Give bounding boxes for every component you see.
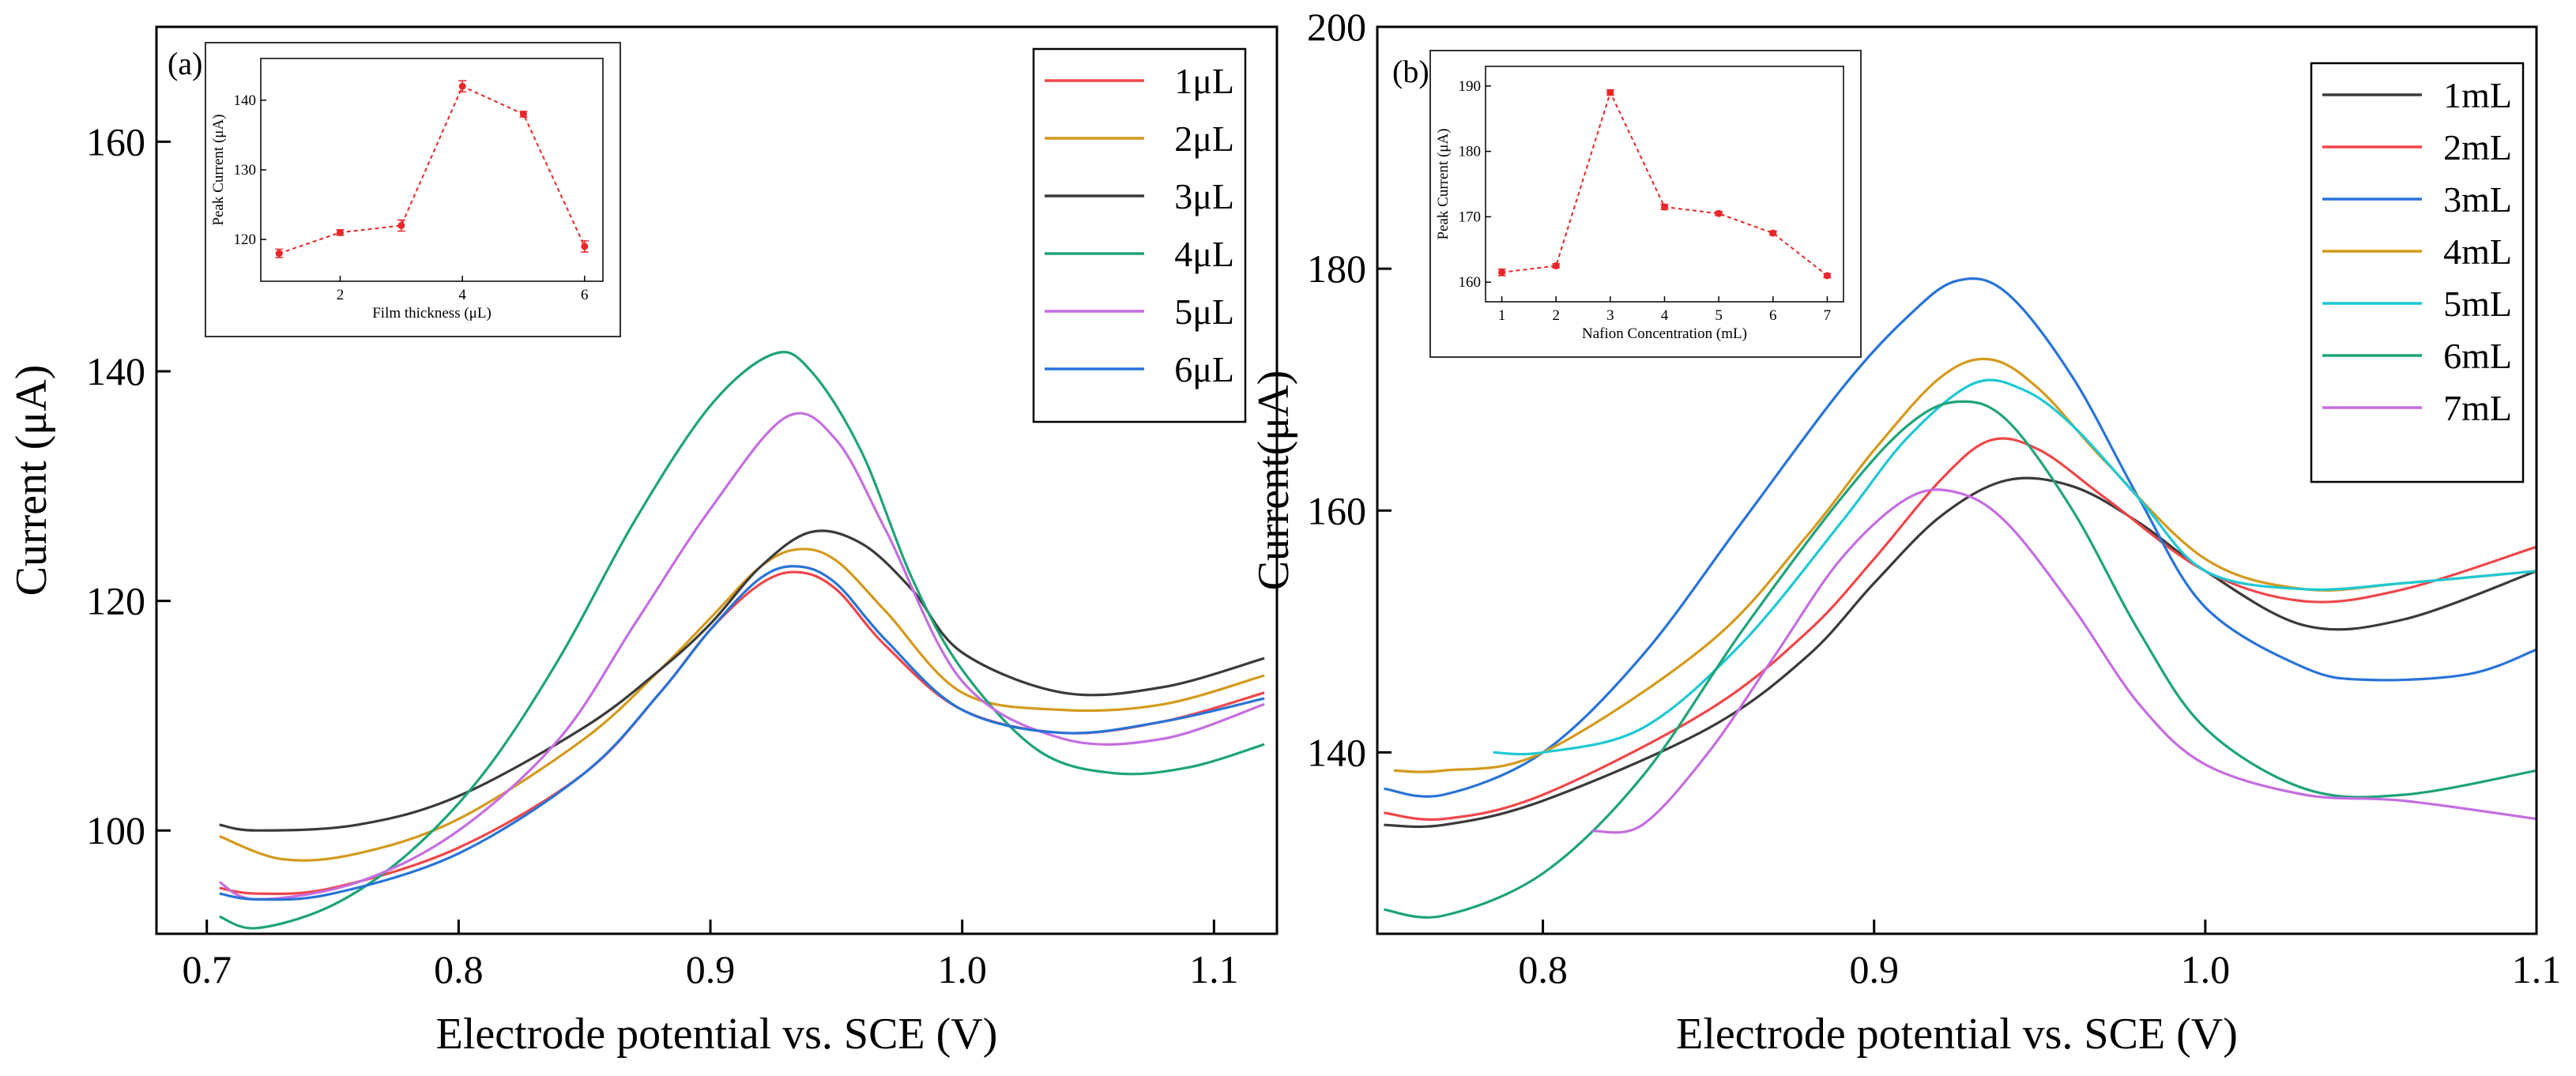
panel-a-inset-y-axis-title: Peak Current (μA)	[210, 114, 227, 225]
panel-b-inset-point	[1606, 88, 1614, 96]
panel-a-x-axis-title: Electrode potential vs. SCE (V)	[436, 1010, 998, 1059]
panel-b-inset-x-axis-title: Nafion Concentration (mL)	[1582, 325, 1747, 342]
panel-a-x-tick-label: 0.9	[686, 947, 736, 991]
panel-b-inset-x-tick-label: 2	[1552, 307, 1560, 324]
panel-a-y-tick-label: 120	[86, 579, 145, 623]
panel-b-series-line-5	[1493, 378, 2536, 756]
panel-a-inset-chart: (a) 2 4 6 120 130 140 Film thickness (μL) Peak C…	[168, 42, 621, 337]
panel-a-inset-line	[278, 85, 586, 254]
panel-a-inset-x-axis-title: Film thickness (μL)	[372, 305, 491, 322]
panel-b-legend-label: 5mL	[2443, 284, 2512, 324]
panel-b-inset-x-tick-label: 3	[1606, 307, 1614, 324]
panel-b-x-tick-label: 0.9	[1849, 947, 1899, 991]
panel-b-inset-x-tick-label: 5	[1715, 307, 1723, 324]
panel-b-y-axis-title: Current(μA)	[1249, 371, 1298, 591]
panel-a-inset-y-tick-label: 120	[234, 231, 257, 248]
panel-b-inset-x-tick-label: 4	[1661, 307, 1669, 324]
panel-a-inset-point	[275, 250, 283, 258]
panel-b-axis-ticks: 0.8 0.9 1.0 1.1 140 160 180 200	[1307, 5, 2561, 991]
panel-a-x-tick-label: 1.0	[937, 947, 987, 991]
panel-a-series-line-4	[219, 351, 1265, 930]
panel-a-inset-point	[458, 82, 466, 90]
panel-a-inset-x-tick-label: 4	[458, 287, 466, 303]
panel-a-x-tick-label: 0.7	[182, 947, 232, 991]
panel-b-chart: 0.8 0.9 1.0 1.1 140 160 180 200 Electrode poten…	[1249, 5, 2561, 1059]
panel-b-inset-x-tick-label: 6	[1769, 307, 1777, 324]
panel-b-plot-frame	[1376, 25, 2538, 935]
panel-a-series-line-3	[219, 529, 1265, 832]
panel-b-inset-point	[1552, 261, 1560, 269]
panel-a-axis-ticks: 0.7 0.8 0.9 1.0 1.1 100 120 140 160	[86, 119, 1239, 991]
panel-b-inset-y-tick-label: 170	[1459, 209, 1482, 225]
panel-a-y-tick-label: 100	[86, 808, 145, 852]
panel-b-series-line-3	[1384, 277, 2536, 798]
panel-a-inset-x-tick-label: 2	[337, 287, 345, 303]
panel-b-inset-point	[1823, 272, 1831, 280]
panel-b-legend-label: 7mL	[2443, 388, 2512, 428]
panel-a-inset-y-tick-label: 130	[234, 162, 257, 179]
panel-a-x-tick-label: 0.8	[434, 947, 484, 991]
panel-b-legend-label: 4mL	[2443, 231, 2512, 272]
panel-a-series-layer	[218, 351, 1265, 930]
panel-b-inset-y-tick-label: 180	[1459, 144, 1482, 160]
panel-a-legend-label: 6μL	[1174, 349, 1234, 389]
panel-b-series-line-6	[1384, 400, 2536, 919]
panel-a-inset-point	[519, 111, 527, 118]
panel-b-inset-y-tick-label: 160	[1459, 274, 1482, 291]
panel-a-series-line-6	[219, 565, 1265, 901]
panel-b-inset-point	[1661, 203, 1668, 211]
panel-a-y-tick-label: 160	[86, 119, 145, 164]
panel-a-x-tick-label: 1.1	[1189, 947, 1239, 991]
panel-b-x-axis-title: Electrode potential vs. SCE (V)	[1676, 1010, 2238, 1059]
panel-a-panel-label: (a)	[168, 46, 202, 81]
panel-b-y-tick-label: 200	[1307, 5, 1366, 49]
panel-a-inset-point	[397, 222, 405, 229]
panel-b-series-line-1	[1384, 476, 2536, 829]
panel-b-legend-box	[2310, 62, 2525, 483]
panel-b-x-tick-label: 1.0	[2181, 947, 2231, 991]
panel-b-legend-label: 2mL	[2443, 127, 2512, 167]
panel-b-inset-background	[1429, 50, 1862, 358]
panel-b-inset-y-tick-label: 190	[1459, 78, 1482, 95]
panel-a-inset-point	[581, 243, 589, 250]
panel-b-legend-label: 6mL	[2443, 336, 2512, 376]
panel-b-x-tick-label: 0.8	[1518, 947, 1568, 991]
panel-b-y-tick-label: 180	[1307, 246, 1366, 291]
panel-b-y-tick-label: 160	[1307, 488, 1366, 532]
panel-a-y-tick-label: 140	[86, 349, 145, 393]
panel-b-x-tick-label: 1.1	[2512, 947, 2562, 991]
panel-a-series-line-5	[218, 412, 1265, 901]
panel-a-legend-label: 5μL	[1174, 292, 1234, 332]
panel-b-inset-point	[1769, 229, 1777, 237]
panel-a-inset-x-tick-label: 6	[581, 287, 589, 303]
panel-a-legend-box	[1032, 47, 1247, 423]
panel-b-y-tick-label: 140	[1307, 730, 1366, 774]
panel-b-series-line-2	[1384, 437, 2536, 821]
panel-b-panel-label: (b)	[1392, 54, 1429, 89]
panel-a-legend: 1μL 2μL 3μL 4μL 5μL 6μL	[1032, 47, 1247, 423]
panel-b-legend-label: 1mL	[2443, 75, 2512, 115]
panel-b-legend-label: 3mL	[2443, 179, 2512, 220]
panel-a-legend-label: 3μL	[1174, 176, 1234, 216]
panel-a-plot-frame	[155, 25, 1279, 935]
panel-b-inset-chart: (b) 1 2 3 4 5 6 7 160 170 180 190 Nafion Concentrati…	[1392, 50, 1862, 358]
panel-b-inset-x-tick-label: 7	[1824, 307, 1832, 324]
panel-a-inset-background	[205, 42, 621, 337]
panel-b-inset-y-axis-title: Peak Current (μA)	[1435, 128, 1452, 239]
panel-b-inset-point	[1715, 209, 1723, 217]
panel-b-series-layer	[1384, 277, 2536, 919]
panel-b-legend: 1mL 2mL 3mL 4mL 5mL 6mL 7mL	[2310, 62, 2525, 483]
panel-a-y-axis-title: Current (μA)	[7, 365, 56, 596]
panel-a-legend-label: 1μL	[1174, 61, 1234, 101]
panel-a-inset-point	[337, 228, 345, 236]
panel-a-chart: 0.7 0.8 0.9 1.0 1.1 100 120 140 160 Electrode po…	[7, 25, 1279, 1059]
panel-b-inset-point	[1498, 269, 1506, 277]
panel-a-inset-y-tick-label: 140	[234, 92, 257, 109]
panel-b-inset-x-tick-label: 1	[1498, 307, 1506, 324]
panel-a-legend-label: 2μL	[1174, 119, 1234, 159]
panel-a-legend-label: 4μL	[1174, 234, 1234, 274]
panel-b-series-line-7	[1592, 488, 2536, 834]
